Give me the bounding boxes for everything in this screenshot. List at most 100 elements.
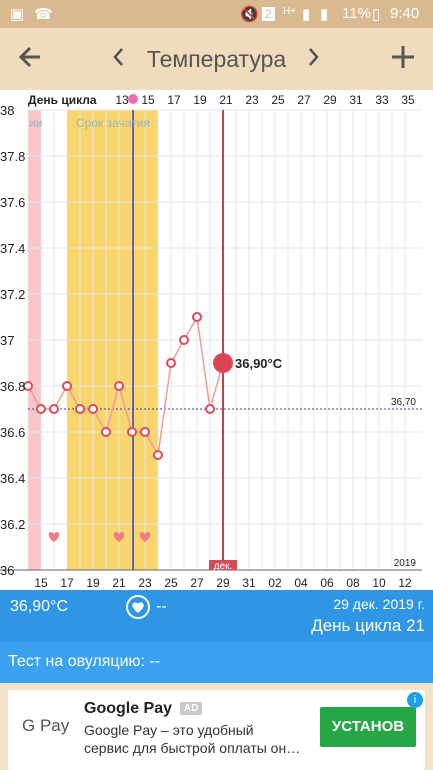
top-axis-tick: 17 bbox=[167, 93, 181, 107]
cycle-day: День цикла 21 bbox=[311, 616, 425, 635]
network-type-label: H+ bbox=[283, 6, 297, 17]
ad-tag: AD bbox=[180, 702, 203, 716]
selected-data-point bbox=[213, 353, 233, 373]
y-tick-label: 37.4 bbox=[0, 241, 25, 256]
mute-icon: 🔇 bbox=[240, 6, 259, 23]
temperature-series-line bbox=[27, 314, 224, 458]
coverline-label: 36,70 bbox=[391, 397, 416, 408]
battery-icon: ▯ bbox=[372, 6, 381, 23]
y-tick-label: 37 bbox=[0, 333, 14, 348]
selected-date: 29 дек. 2019 г. bbox=[333, 596, 425, 612]
data-point bbox=[114, 381, 124, 391]
battery-percent: 11% bbox=[342, 5, 371, 22]
bottom-axis-tick: 31 bbox=[242, 576, 256, 590]
data-point bbox=[166, 358, 176, 368]
ovulation-test-label: Тест на овуляцию: -- bbox=[8, 653, 161, 670]
y-tick-label: 36.2 bbox=[0, 517, 25, 532]
ad-description-line2: сервис для быстрой оплаты он… bbox=[84, 740, 301, 756]
top-axis-tick: 23 bbox=[245, 93, 259, 107]
top-axis-tick: 13 bbox=[115, 93, 129, 107]
y-tick-label: 37.2 bbox=[0, 287, 25, 302]
temperature-chart[interactable]: 38 37.8 37.6 37.4 37.2 37 36.8 36.6 36.4 36.2 36 Де… bbox=[0, 90, 433, 590]
heart-icon bbox=[139, 532, 151, 542]
y-tick-label: 36 bbox=[0, 563, 14, 578]
top-axis-tick: 19 bbox=[193, 93, 207, 107]
back-icon[interactable] bbox=[18, 40, 44, 82]
google-pay-logo: G Pay bbox=[22, 716, 70, 735]
ad-banner[interactable]: G Pay Google Pay AD Google Pay – это удоб… bbox=[8, 690, 425, 770]
y-tick-label: 37.8 bbox=[0, 149, 25, 164]
page-title: Температура bbox=[146, 46, 287, 72]
app-bar: Температура bbox=[0, 28, 433, 90]
y-tick-label: 36.6 bbox=[0, 425, 25, 440]
top-axis-tick: 33 bbox=[375, 93, 389, 107]
ad-title: Google Pay AD bbox=[84, 700, 203, 718]
top-axis-tick: 27 bbox=[297, 93, 311, 107]
data-point bbox=[205, 404, 215, 414]
heart-icon bbox=[113, 532, 125, 542]
image-icon: ▣ bbox=[10, 6, 25, 23]
y-tick-label: 37.6 bbox=[0, 195, 25, 210]
data-point bbox=[49, 404, 59, 414]
heart-icon[interactable] bbox=[126, 595, 150, 619]
install-button[interactable]: УСТАНОВ bbox=[320, 707, 416, 747]
chart-svg: 38 37.8 37.6 37.4 37.2 37 36.8 36.6 36.4 36.2 36 Де… bbox=[0, 93, 422, 590]
bottom-axis-tick: 21 bbox=[112, 576, 126, 590]
bottom-axis-tick: 19 bbox=[86, 576, 100, 590]
top-axis-tick: 21 bbox=[219, 93, 233, 107]
period-label-fragment: ии bbox=[29, 116, 42, 130]
data-point bbox=[179, 335, 189, 345]
bottom-axis-tick: 10 bbox=[372, 576, 386, 590]
bottom-axis-tick: 15 bbox=[34, 576, 48, 590]
status-bar: ▣ ☎ 🔇 2 H+ ▮ ▮ 11% ▯ 9:40 bbox=[0, 0, 433, 28]
data-point bbox=[127, 427, 137, 437]
ovulation-test-bar[interactable]: Тест на овуляцию: -- bbox=[0, 642, 433, 683]
notification-count-badge: 2 bbox=[262, 7, 275, 21]
bottom-axis-tick: 23 bbox=[138, 576, 152, 590]
data-point bbox=[36, 404, 46, 414]
heart-icon bbox=[48, 532, 60, 542]
top-axis-title: День цикла bbox=[28, 93, 97, 107]
ad-description-line1: Google Pay – это удобный bbox=[84, 722, 254, 738]
y-tick-label: 38 bbox=[0, 103, 14, 118]
signal-icon: ▮ bbox=[302, 6, 311, 23]
data-point bbox=[192, 312, 202, 322]
signal2-icon: ▮ bbox=[320, 6, 329, 23]
selected-value-label: 36,90°C bbox=[235, 356, 283, 371]
y-tick-label: 36.4 bbox=[0, 471, 25, 486]
heart-mark-value: -- bbox=[156, 598, 167, 615]
data-point bbox=[23, 381, 33, 391]
bottom-axis-tick: 29 bbox=[216, 576, 230, 590]
month-tag-bg bbox=[209, 560, 237, 570]
bottom-axis-tick: 27 bbox=[190, 576, 204, 590]
bottom-axis-tick: 12 bbox=[398, 576, 412, 590]
bottom-axis-tick: 02 bbox=[268, 576, 282, 590]
conception-label: Срок зачатия bbox=[76, 116, 150, 130]
phone-icon: ☎ bbox=[34, 6, 53, 23]
data-point bbox=[153, 450, 163, 460]
bottom-axis-tick: 04 bbox=[294, 576, 308, 590]
info-bar: 36,90°C -- 29 дек. 2019 г. День цикла 21 bbox=[0, 590, 433, 642]
ovulation-dot-icon bbox=[128, 94, 138, 104]
bottom-axis-tick: 06 bbox=[320, 576, 334, 590]
data-point bbox=[88, 404, 98, 414]
prev-icon[interactable] bbox=[112, 42, 126, 80]
clock: 9:40 bbox=[390, 5, 420, 22]
data-point bbox=[62, 381, 72, 391]
year-label: 2019 bbox=[394, 558, 417, 569]
top-axis-tick: 15 bbox=[141, 93, 155, 107]
top-axis-tick: 29 bbox=[323, 93, 337, 107]
next-icon[interactable] bbox=[306, 42, 320, 80]
top-axis-tick: 31 bbox=[349, 93, 363, 107]
month-tag: дек. bbox=[214, 561, 233, 572]
top-axis-tick: 25 bbox=[271, 93, 285, 107]
add-icon[interactable] bbox=[390, 40, 416, 82]
data-point bbox=[101, 427, 111, 437]
ad-info-icon[interactable]: i bbox=[407, 692, 423, 708]
bottom-axis-tick: 17 bbox=[60, 576, 74, 590]
bottom-axis-tick: 08 bbox=[346, 576, 360, 590]
data-point bbox=[140, 427, 150, 437]
top-axis-tick: 35 bbox=[401, 93, 415, 107]
data-point bbox=[75, 404, 85, 414]
selected-temperature: 36,90°C bbox=[10, 598, 68, 615]
